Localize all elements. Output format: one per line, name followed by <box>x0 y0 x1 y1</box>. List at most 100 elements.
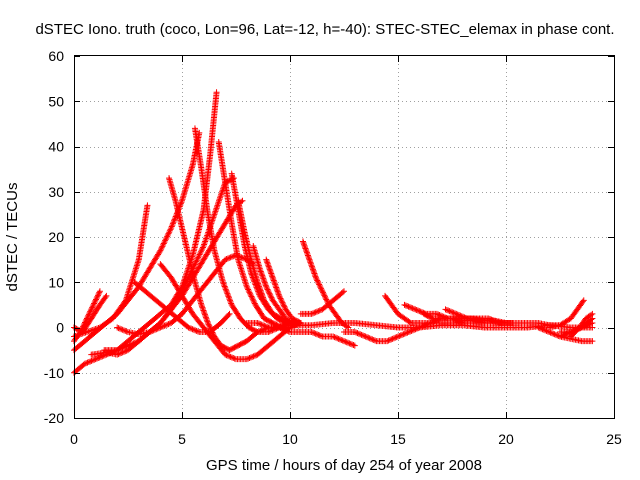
data-point <box>268 294 275 301</box>
data-point <box>160 240 167 247</box>
series-arc-07 <box>101 197 246 354</box>
data-point <box>315 280 322 287</box>
x-axis-label: GPS time / hours of day 254 of year 2008 <box>206 457 482 474</box>
data-point <box>125 342 131 349</box>
data-point <box>369 336 376 343</box>
data-point <box>412 326 419 333</box>
data-point <box>445 307 452 314</box>
data-point <box>355 330 362 337</box>
data-point <box>404 303 411 310</box>
data-point <box>118 326 125 333</box>
series-arc-05 <box>71 89 220 376</box>
data-point <box>311 309 318 316</box>
data-point <box>350 342 357 349</box>
data-point <box>116 345 123 352</box>
data-point <box>265 287 272 294</box>
data-point <box>372 337 379 344</box>
data-point <box>276 294 283 301</box>
data-point <box>75 332 82 339</box>
data-point <box>311 330 318 337</box>
data-point <box>246 355 253 362</box>
data-point <box>402 302 409 309</box>
data-point <box>164 233 171 240</box>
data-point <box>192 260 199 267</box>
data-point <box>224 352 231 359</box>
data-point <box>225 294 232 301</box>
data-point <box>246 289 253 296</box>
data-point <box>406 304 413 311</box>
data-point <box>130 340 137 347</box>
data-point <box>171 216 178 223</box>
data-point <box>400 331 407 338</box>
data-point <box>388 336 395 343</box>
y-tick-label: -20 <box>44 410 64 426</box>
data-point <box>245 287 252 294</box>
y-tick-label: 30 <box>48 184 64 200</box>
data-point <box>451 310 458 317</box>
data-point <box>224 290 231 297</box>
data-point <box>409 327 416 334</box>
data-point <box>409 305 416 312</box>
data-point <box>316 332 323 339</box>
data-point <box>267 293 274 300</box>
data-point <box>314 308 320 315</box>
data-point <box>393 334 400 341</box>
data-point <box>336 336 343 343</box>
data-point <box>347 340 354 347</box>
data-point <box>196 251 203 258</box>
data-point <box>341 338 347 345</box>
x-tick-label: 10 <box>282 431 298 447</box>
x-tick-label: 20 <box>498 431 514 447</box>
data-point <box>149 327 156 334</box>
data-point <box>205 321 212 328</box>
data-point <box>215 199 222 206</box>
data-point <box>89 304 96 311</box>
data-point <box>550 330 557 337</box>
data-point <box>548 330 555 337</box>
data-point <box>189 326 196 333</box>
data-point <box>264 286 271 293</box>
data-point <box>547 329 554 336</box>
data-point <box>194 255 201 262</box>
data-point <box>115 325 122 332</box>
data-point <box>123 328 130 335</box>
data-point <box>165 321 172 328</box>
data-point <box>406 319 413 326</box>
data-point <box>257 321 264 328</box>
data-point <box>243 283 250 290</box>
data-point <box>216 197 223 204</box>
data-point <box>85 359 92 366</box>
series-arc-20 <box>297 288 347 317</box>
data-point <box>552 331 559 338</box>
data-point <box>87 308 94 315</box>
data-point <box>258 321 265 328</box>
data-point <box>589 338 596 345</box>
data-point <box>212 208 219 215</box>
data-point <box>114 324 121 331</box>
data-point <box>250 297 257 304</box>
data-point <box>83 360 90 367</box>
data-point <box>206 324 213 331</box>
data-point <box>222 284 229 291</box>
data-point <box>197 248 204 255</box>
data-point <box>93 295 100 302</box>
data-point <box>146 329 153 336</box>
data-point <box>168 224 175 231</box>
series-arc-27 <box>459 315 563 329</box>
data-point <box>368 335 374 342</box>
data-point <box>94 293 101 300</box>
y-tick-label: 0 <box>56 320 64 336</box>
data-point <box>357 331 364 338</box>
data-point <box>404 329 411 336</box>
data-point <box>251 300 258 307</box>
data-point <box>276 292 283 299</box>
data-point <box>115 346 122 353</box>
data-point <box>167 226 174 233</box>
data-point <box>323 296 330 303</box>
data-point <box>163 234 170 241</box>
data-point <box>164 321 171 328</box>
data-point <box>153 326 160 333</box>
series-arc-11 <box>157 261 293 363</box>
series-arc-32 <box>567 310 596 340</box>
